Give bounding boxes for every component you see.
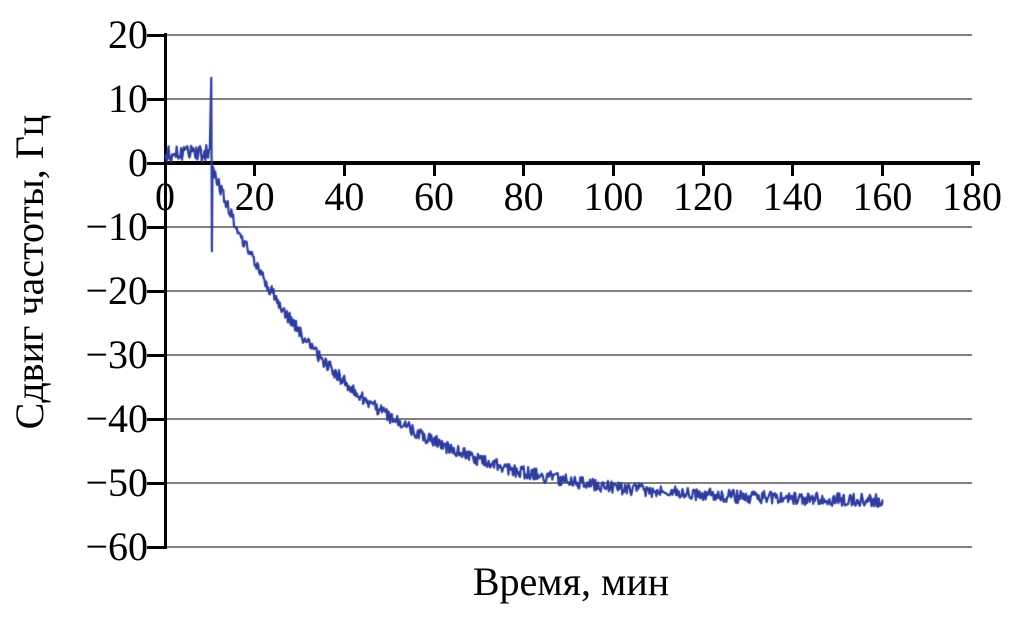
- data-line-canvas: [0, 0, 1012, 619]
- chart-container: Сдвиг частоты, Гц Время, мин 20100−10−20…: [0, 0, 1012, 619]
